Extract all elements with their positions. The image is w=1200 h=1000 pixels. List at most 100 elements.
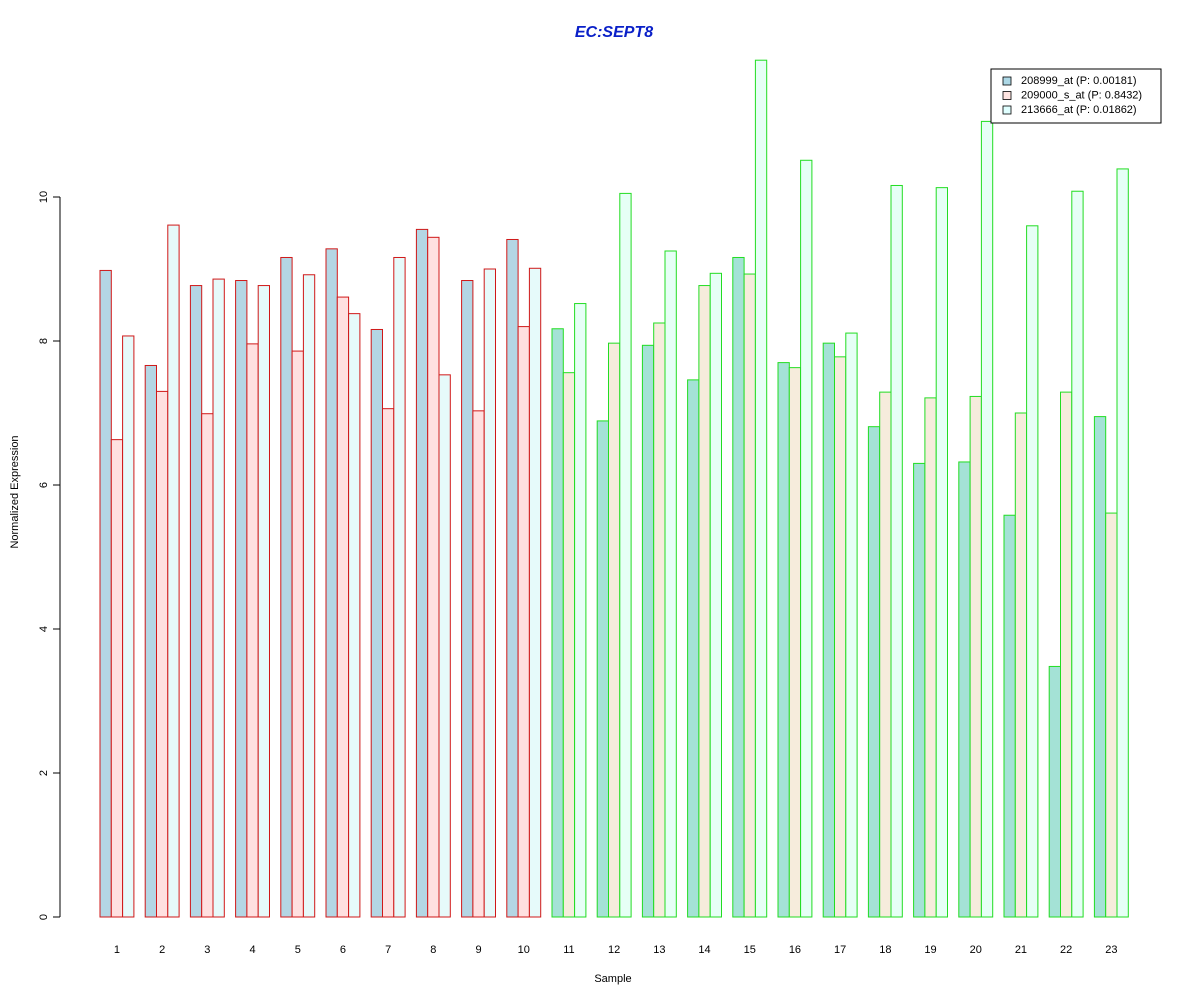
bars-group <box>99 59 1129 918</box>
x-tick-label: 10 <box>518 944 530 956</box>
y-tick-label: 0 <box>38 914 50 920</box>
bar-sample-17-series-2 <box>834 356 847 918</box>
y-tick-label: 10 <box>38 191 50 203</box>
x-tick-label: 3 <box>204 944 210 956</box>
x-tick-label: 11 <box>563 944 574 956</box>
bar-sample-23-series-2 <box>1105 512 1118 918</box>
bar-sample-8-series-2 <box>427 236 440 918</box>
bar-sample-15-series-1 <box>732 256 745 918</box>
x-tick-label: 1 <box>114 944 120 956</box>
bar-sample-8-series-3 <box>438 374 451 918</box>
bar-sample-11-series-2 <box>562 372 576 918</box>
x-tick-label: 4 <box>249 944 255 956</box>
x-tick-label: 22 <box>1060 944 1072 956</box>
x-tick-label: 12 <box>608 944 620 956</box>
bar-sample-6-series-1 <box>325 248 338 918</box>
x-tick-label: 14 <box>698 944 710 956</box>
bar-sample-14-series-1 <box>687 379 700 918</box>
bar-sample-21-series-2 <box>1014 412 1028 918</box>
bar-sample-4-series-1 <box>235 280 248 918</box>
bar-sample-18-series-1 <box>867 426 881 918</box>
bar-sample-10-series-1 <box>506 238 519 918</box>
bar-sample-20-series-2 <box>969 395 982 918</box>
bar-sample-7-series-1 <box>370 328 384 918</box>
bar-sample-10-series-2 <box>517 326 530 918</box>
bar-sample-16-series-3 <box>800 159 813 918</box>
bar-sample-18-series-3 <box>890 184 903 918</box>
x-tick-label: 7 <box>385 944 391 956</box>
legend-label-3: 213666_at (P: 0.01862) <box>1021 104 1137 116</box>
bar-sample-5-series-3 <box>302 274 316 918</box>
bar-sample-20-series-3 <box>980 120 994 918</box>
y-tick-label: 4 <box>38 626 50 632</box>
bar-sample-22-series-3 <box>1071 190 1084 918</box>
y-axis: 0 2 4 6 8 10 <box>38 191 61 920</box>
bar-sample-19-series-1 <box>913 462 926 918</box>
bar-sample-19-series-3 <box>935 187 949 918</box>
legend-label-1: 208999_at (P: 0.00181) <box>1021 75 1137 87</box>
bar-sample-17-series-1 <box>822 342 836 918</box>
bar-sample-15-series-3 <box>754 59 768 918</box>
bar-sample-5-series-2 <box>291 350 304 918</box>
bar-sample-12-series-3 <box>619 192 632 918</box>
bar-sample-23-series-3 <box>1116 168 1129 918</box>
bar-sample-2-series-3 <box>167 224 180 918</box>
bar-sample-23-series-1 <box>1093 416 1107 918</box>
bar-sample-18-series-2 <box>879 391 892 918</box>
x-tick-label: 19 <box>924 944 936 956</box>
y-tick-label: 6 <box>38 482 50 488</box>
x-tick-label: 6 <box>340 944 346 956</box>
bar-sample-2-series-1 <box>144 364 157 918</box>
x-tick-label: 20 <box>970 944 982 956</box>
bar-sample-4-series-3 <box>257 285 271 918</box>
x-tick-label: 2 <box>159 944 165 956</box>
bar-sample-13-series-2 <box>653 322 666 918</box>
bar-sample-20-series-1 <box>958 461 971 918</box>
legend-swatch-2 <box>1002 91 1012 100</box>
legend-box <box>990 68 1162 124</box>
bar-sample-8-series-1 <box>415 228 429 918</box>
bar-sample-1-series-1 <box>99 269 112 918</box>
bar-sample-5-series-1 <box>280 256 293 918</box>
bar-sample-9-series-3 <box>483 268 497 918</box>
x-tick-label: 23 <box>1105 944 1117 956</box>
legend-label-2: 209000_s_at (P: 0.8432) <box>1021 89 1142 101</box>
bar-sample-14-series-2 <box>698 285 711 918</box>
bar-sample-7-series-3 <box>393 256 406 918</box>
x-tick-label: 5 <box>295 944 301 956</box>
bar-sample-4-series-2 <box>246 343 259 918</box>
bar-sample-10-series-3 <box>528 267 542 918</box>
bar-sample-13-series-3 <box>664 250 677 918</box>
bar-sample-9-series-2 <box>472 410 485 918</box>
bar-sample-12-series-1 <box>596 420 610 918</box>
bar-sample-16-series-1 <box>777 362 790 918</box>
bar-sample-21-series-1 <box>1003 514 1016 918</box>
x-tick-label: 9 <box>475 944 481 956</box>
y-axis-title: Normalized Expression <box>9 435 21 548</box>
y-tick-label: 2 <box>38 770 50 776</box>
bar-sample-15-series-2 <box>743 273 756 918</box>
bar-sample-21-series-3 <box>1026 225 1039 918</box>
x-tick-label: 8 <box>430 944 436 956</box>
bar-sample-13-series-1 <box>641 344 655 918</box>
x-tick-labels: 1 2 3 4 5 6 7 8 9 10 11 12 13 14 15 16 17 18 19 20 21 22 23 <box>114 944 1118 956</box>
bar-sample-6-series-2 <box>336 296 350 918</box>
bar-sample-2-series-2 <box>156 390 169 918</box>
bar-sample-17-series-3 <box>845 332 858 918</box>
bar-sample-9-series-1 <box>461 280 474 918</box>
x-tick-label: 16 <box>789 944 801 956</box>
bar-sample-14-series-3 <box>709 272 723 918</box>
bar-sample-16-series-2 <box>788 367 802 918</box>
x-tick-label: 15 <box>744 944 756 956</box>
bar-sample-22-series-2 <box>1060 391 1073 918</box>
bar-sample-1-series-3 <box>122 335 135 918</box>
bar-sample-3-series-2 <box>201 413 214 918</box>
chart-title: EC:SEPT8 <box>575 24 653 41</box>
legend-swatch-3 <box>1002 105 1012 115</box>
x-tick-label: 13 <box>653 944 665 956</box>
x-tick-label: 21 <box>1015 944 1027 956</box>
legend-swatch-1 <box>1002 76 1012 86</box>
bar-sample-3-series-1 <box>189 285 203 918</box>
bar-sample-3-series-3 <box>212 278 225 918</box>
bar-sample-1-series-2 <box>110 439 124 918</box>
